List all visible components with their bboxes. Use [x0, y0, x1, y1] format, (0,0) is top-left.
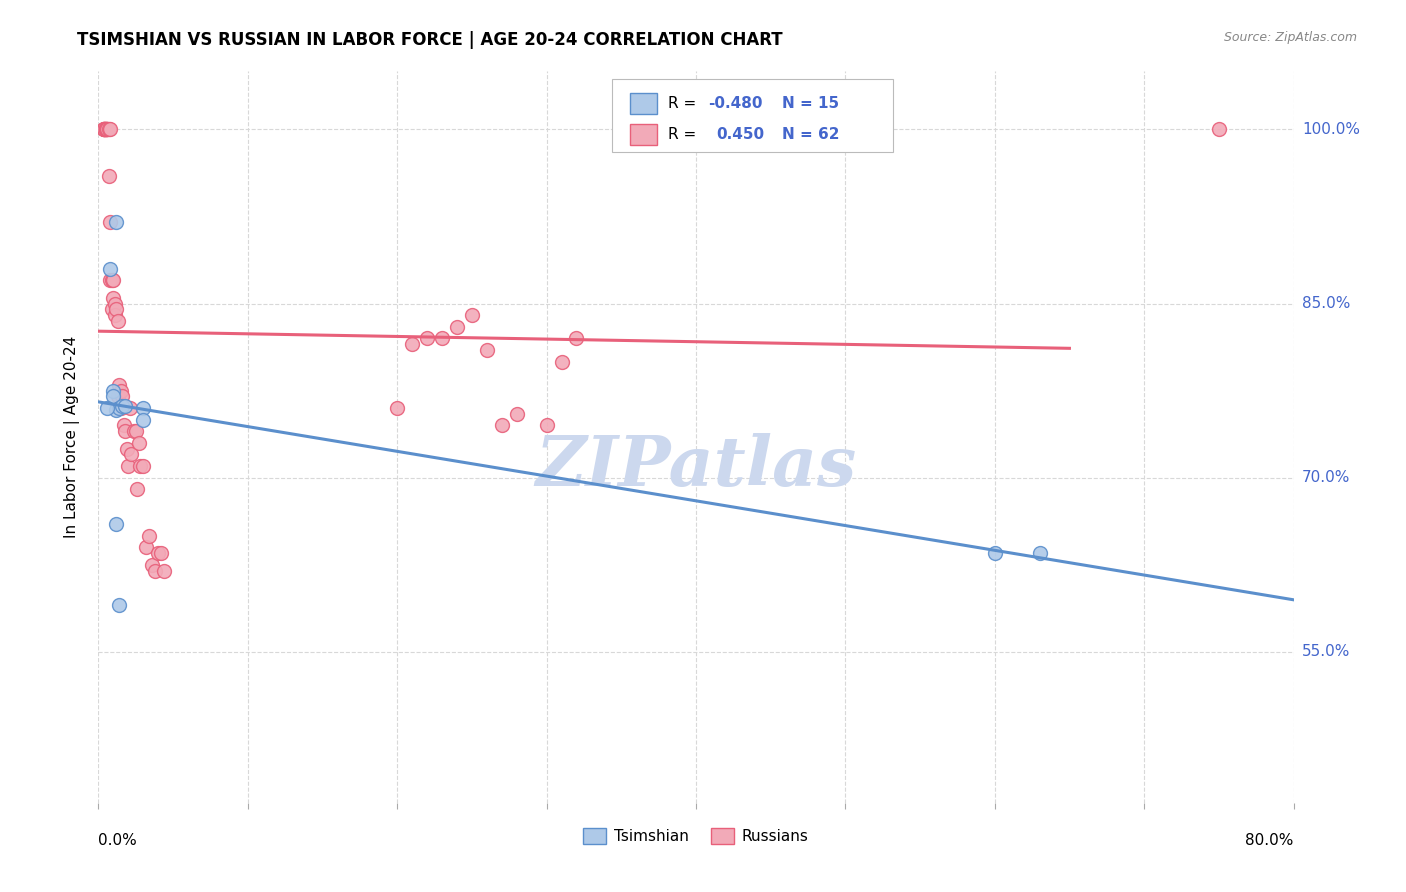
Text: ZIPatlas: ZIPatlas [536, 433, 856, 500]
Point [114, 424, 136, 438]
Point [96, 122, 118, 136]
Text: 55.0%: 55.0% [1302, 644, 1350, 659]
Point [124, 424, 146, 438]
Point [94, 122, 117, 136]
Point [93, 122, 115, 136]
Point [98, 273, 122, 287]
Point [98, 215, 122, 229]
Legend: Tsimshian, Russians: Tsimshian, Russians [576, 822, 815, 850]
Point [103, 384, 125, 398]
Point [111, 399, 134, 413]
Point [93, 122, 115, 136]
Text: TSIMSHIAN VS RUSSIAN IN LABOR FORCE | AGE 20-24 CORRELATION CHART: TSIMSHIAN VS RUSSIAN IN LABOR FORCE | AG… [77, 31, 783, 49]
Text: -0.480: -0.480 [709, 96, 762, 112]
Point [97, 169, 120, 183]
Point [138, 529, 160, 543]
Point [93, 122, 115, 136]
Point [108, 599, 131, 613]
Point [475, 343, 498, 357]
Text: N = 62: N = 62 [782, 128, 839, 143]
Y-axis label: In Labor Force | Age 20-24: In Labor Force | Age 20-24 [63, 336, 80, 538]
Point [104, 296, 127, 310]
Point [536, 418, 558, 433]
Text: 0.0%: 0.0% [98, 833, 138, 848]
Point [565, 331, 588, 345]
Point [98, 261, 122, 276]
Point [105, 302, 128, 317]
Point [101, 273, 124, 287]
Point [98, 122, 122, 136]
Text: N = 15: N = 15 [782, 96, 839, 112]
Point [93, 122, 115, 136]
FancyBboxPatch shape [613, 78, 893, 152]
Point [506, 407, 529, 421]
Point [430, 331, 453, 345]
Point [117, 459, 139, 474]
Point [103, 291, 125, 305]
Point [132, 459, 155, 474]
Text: 70.0%: 70.0% [1302, 470, 1350, 485]
Point [96, 401, 118, 415]
Point [103, 273, 125, 287]
Point [1208, 122, 1230, 136]
Point [416, 331, 439, 345]
Point [103, 389, 125, 403]
Point [112, 418, 135, 433]
Text: 0.450: 0.450 [716, 128, 765, 143]
Text: 85.0%: 85.0% [1302, 296, 1350, 311]
Point [135, 541, 157, 555]
Point [114, 399, 136, 413]
Point [107, 314, 129, 328]
Point [125, 424, 148, 438]
Point [132, 401, 155, 415]
Text: R =: R = [668, 128, 706, 143]
Point [385, 401, 409, 415]
Point [94, 122, 117, 136]
Point [143, 564, 166, 578]
Point [105, 517, 128, 532]
FancyBboxPatch shape [630, 124, 657, 145]
Point [110, 384, 132, 398]
Point [461, 308, 484, 322]
Point [401, 337, 423, 351]
Point [93, 122, 115, 136]
Point [110, 401, 132, 415]
Text: 80.0%: 80.0% [1246, 833, 1294, 848]
Point [111, 389, 134, 403]
Point [108, 401, 131, 415]
Point [550, 354, 572, 368]
FancyBboxPatch shape [630, 93, 657, 113]
Text: 100.0%: 100.0% [1302, 122, 1360, 136]
Point [120, 448, 142, 462]
Point [148, 546, 170, 560]
Point [105, 215, 128, 229]
Point [97, 122, 120, 136]
Point [132, 412, 155, 426]
Point [118, 401, 141, 415]
Point [96, 122, 118, 136]
Point [101, 302, 124, 317]
Point [93, 122, 115, 136]
Text: Source: ZipAtlas.com: Source: ZipAtlas.com [1223, 31, 1357, 45]
Point [1028, 546, 1050, 560]
Point [128, 436, 150, 450]
Point [115, 442, 138, 456]
Point [105, 403, 128, 417]
Point [150, 546, 173, 560]
Point [141, 558, 163, 572]
Point [107, 389, 129, 403]
Point [94, 122, 117, 136]
Point [104, 308, 127, 322]
Point [984, 546, 1007, 560]
Point [491, 418, 513, 433]
Point [94, 122, 117, 136]
Point [153, 564, 176, 578]
Point [129, 459, 152, 474]
Point [446, 319, 468, 334]
Point [108, 377, 131, 392]
Point [127, 483, 149, 497]
Text: R =: R = [668, 96, 702, 112]
